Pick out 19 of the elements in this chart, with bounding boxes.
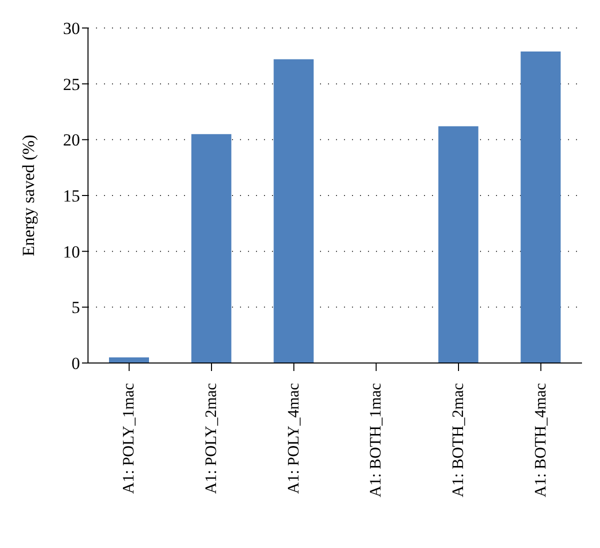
y-tick-label: 30 <box>63 19 80 38</box>
bar <box>438 126 478 363</box>
x-tick-label: A1: BOTH_2mac <box>450 383 467 498</box>
bar <box>109 357 149 363</box>
y-tick-label: 5 <box>72 298 80 318</box>
y-axis-title: Energy saved (%) <box>19 134 38 256</box>
y-tick-label: 20 <box>63 130 80 150</box>
y-tick-label: 25 <box>63 74 80 94</box>
y-tick-label: 0 <box>72 354 80 374</box>
y-tick-label: 10 <box>63 242 80 262</box>
bar <box>520 51 561 363</box>
x-tick-label: A1: BOTH_1mac <box>368 383 385 498</box>
x-tick-label: A1: POLY_2mac <box>203 383 220 494</box>
y-tick-label: 15 <box>63 186 80 206</box>
x-tick-label: A1: POLY_1mac <box>120 383 138 494</box>
bar <box>191 134 232 363</box>
x-tick-label: A1: POLY_4mac <box>285 383 302 494</box>
x-tick-label: A1: BOTH_4mac <box>532 383 550 498</box>
bar <box>274 59 314 363</box>
